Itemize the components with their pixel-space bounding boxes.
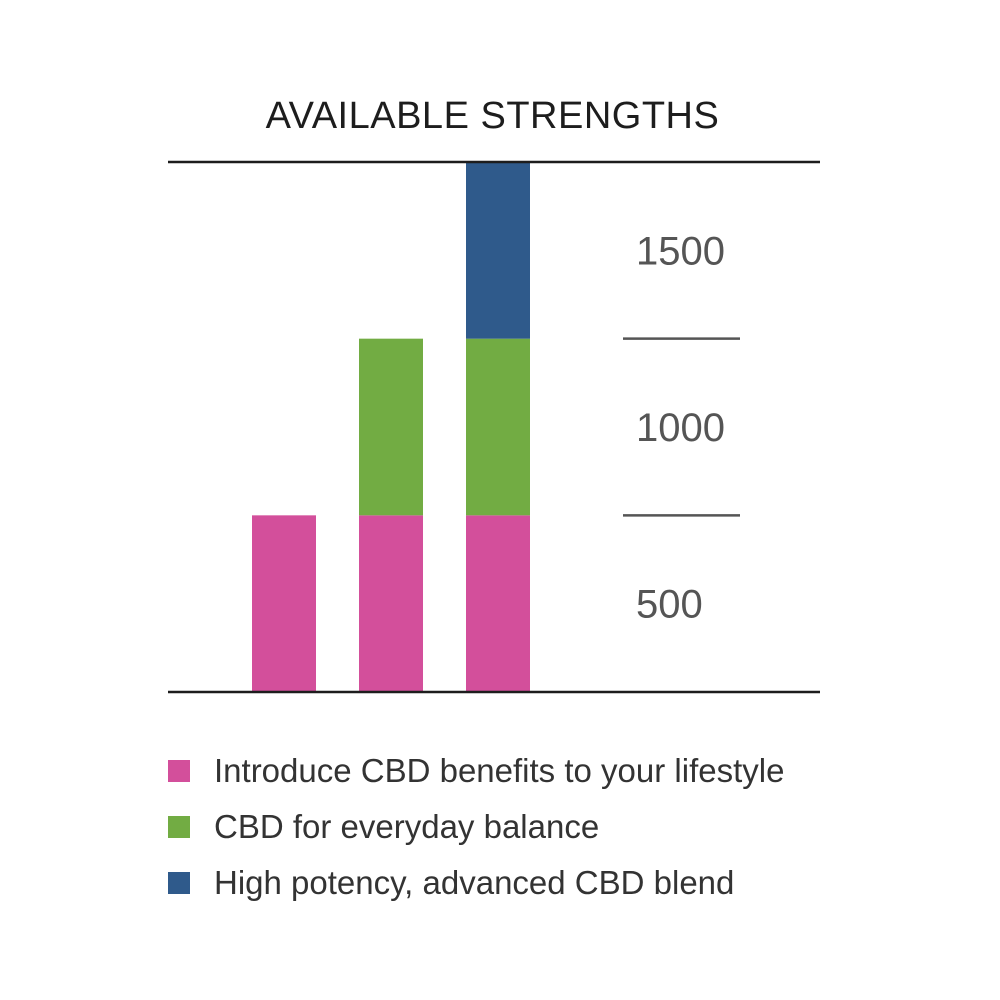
bar-segment-2-series-1: [359, 515, 423, 692]
level-label-500: 500: [636, 583, 703, 627]
legend-item-introduce: Introduce CBD benefits to your lifestyle: [168, 743, 948, 799]
legend: Introduce CBD benefits to your lifestyle…: [168, 743, 948, 911]
level-label-1000: 1000: [636, 406, 725, 450]
legend-swatch-blue: [168, 872, 190, 894]
level-label-1500: 1500: [636, 229, 725, 273]
legend-label: CBD for everyday balance: [214, 808, 600, 845]
legend-swatch-green: [168, 816, 190, 838]
bar-segment-3-series-2: [466, 338, 530, 516]
legend-label: Introduce CBD benefits to your lifestyle: [214, 752, 785, 789]
legend-item-everyday: CBD for everyday balance: [168, 799, 948, 855]
chart-title: AVAILABLE STRENGTHS: [265, 95, 720, 137]
bar-segment-3-series-1: [466, 515, 530, 692]
tick-label-group: 500 1000 1500: [636, 229, 725, 626]
legend-swatch-pink: [168, 760, 190, 782]
legend-item-high-potency: High potency, advanced CBD blend: [168, 855, 948, 911]
bar-segment-1-series-1: [252, 515, 316, 692]
bar-segment-2-series-2: [359, 338, 423, 516]
bar-segment-3-series-3: [466, 162, 530, 339]
bars-group: [252, 162, 530, 692]
divider-group: [623, 337, 740, 517]
legend-label: High potency, advanced CBD blend: [214, 864, 735, 901]
